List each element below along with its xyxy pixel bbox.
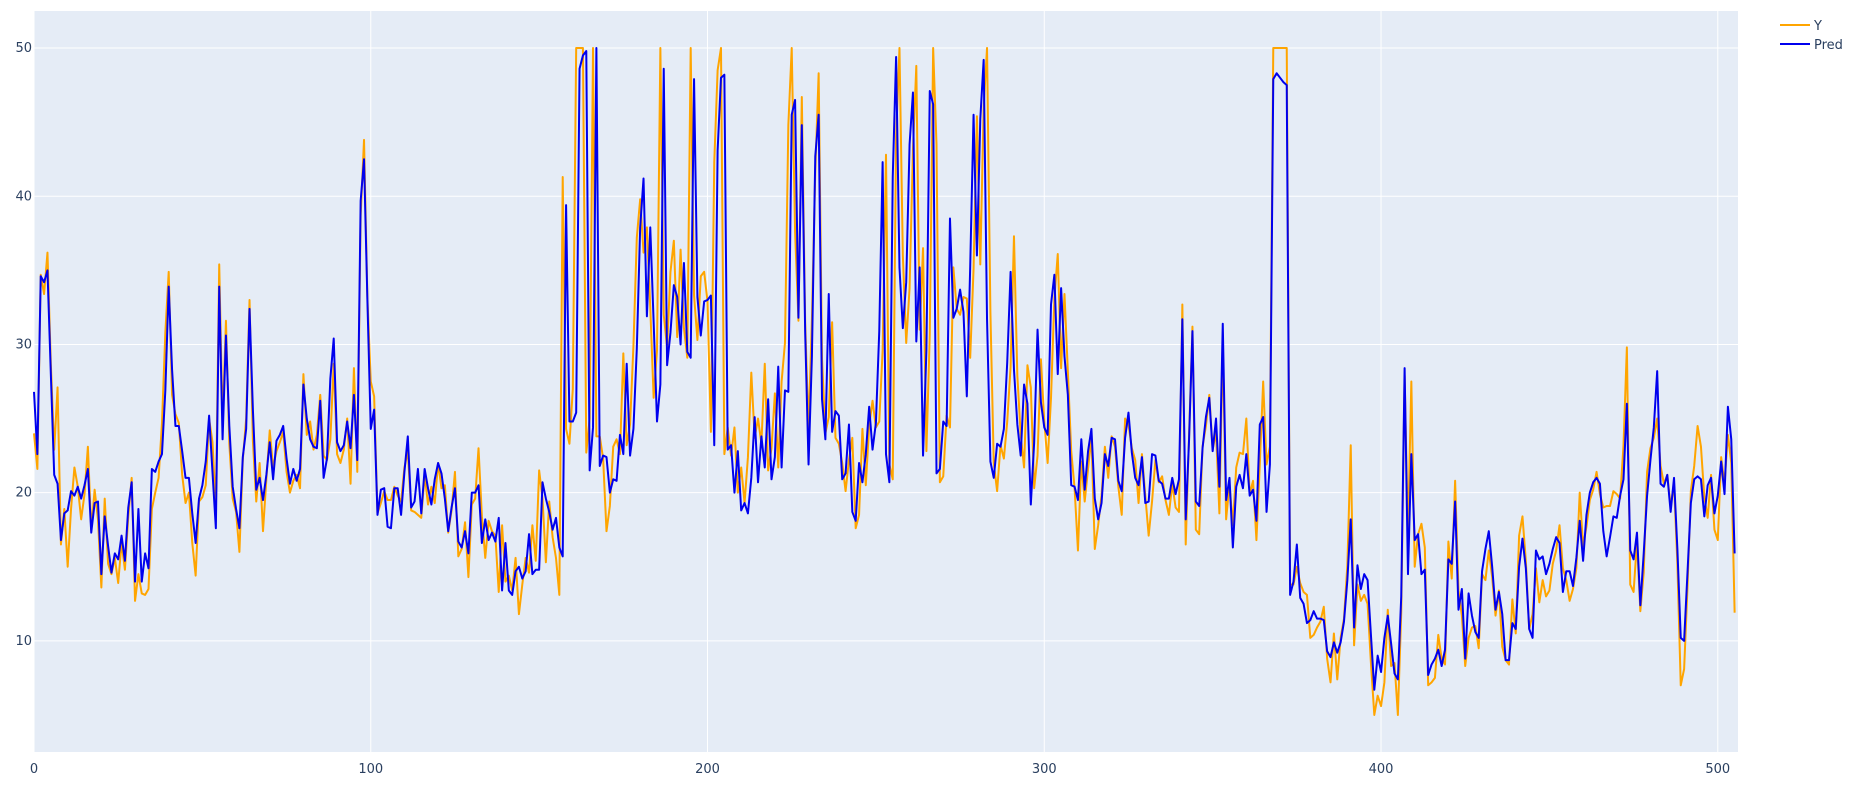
y-tick-label: 40 [15, 189, 32, 204]
legend-item-pred[interactable]: Pred [1780, 38, 1843, 53]
y-tick-label: 20 [15, 486, 32, 501]
x-tick-label: 300 [1032, 762, 1057, 777]
legend-label: Y [1813, 19, 1822, 34]
x-tick-label: 200 [695, 762, 720, 777]
x-tick-label: 500 [1705, 762, 1730, 777]
legend[interactable]: Y Pred [1780, 19, 1843, 53]
legend-item-y[interactable]: Y [1780, 19, 1822, 34]
x-tick-label: 400 [1369, 762, 1394, 777]
series-lines [33, 47, 1736, 716]
x-tick-label: 0 [30, 762, 38, 777]
y-tick-label: 50 [15, 41, 32, 56]
series-line-pred [33, 47, 1736, 691]
y-tick-label: 10 [15, 634, 32, 649]
x-axis-tick-labels: 0 100 200 300 400 500 [30, 762, 1730, 777]
y-tick-label: 30 [15, 337, 32, 352]
legend-label: Pred [1814, 38, 1843, 53]
y-axis-tick-labels: 10 20 30 40 50 [15, 41, 32, 649]
x-tick-label: 100 [358, 762, 383, 777]
